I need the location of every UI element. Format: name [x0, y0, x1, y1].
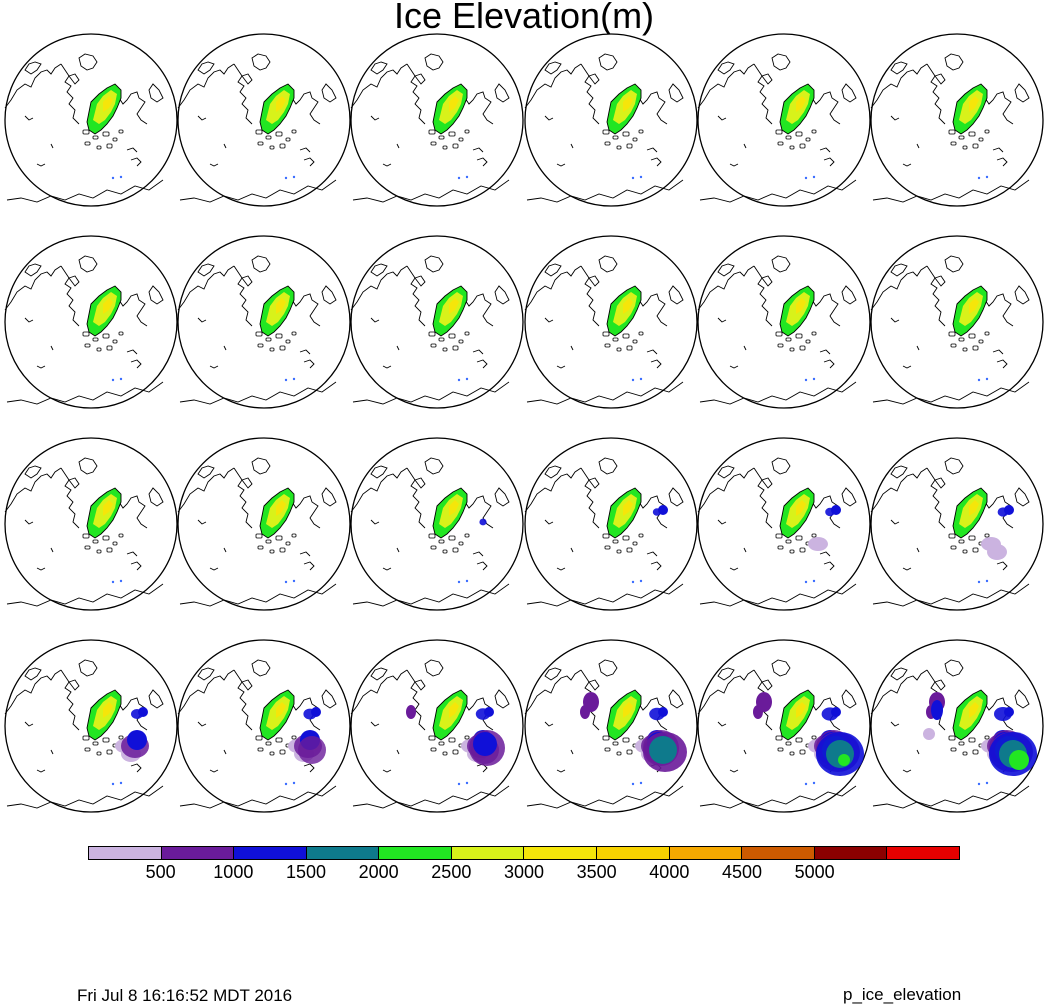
- colorbar-tick-label: 5000: [794, 862, 835, 882]
- colorbar-tick-label: 500: [145, 862, 176, 882]
- colorbar-swatch: [742, 847, 815, 859]
- colorbar-swatch: [524, 847, 598, 859]
- footer-plot-name: p_ice_elevation: [843, 985, 962, 1004]
- colorbar-swatch: [306, 847, 380, 859]
- polar-map: [870, 33, 1044, 207]
- polar-map: [177, 639, 351, 813]
- polar-map: [697, 235, 871, 409]
- colorbar-swatch: [161, 847, 235, 859]
- polar-map: [524, 639, 698, 813]
- colorbar-tick-label: 4000: [649, 862, 690, 882]
- polar-map: [524, 33, 698, 207]
- polar-map: [4, 235, 178, 409]
- colorbar-tick-label: 4500: [721, 862, 763, 882]
- polar-map: [4, 437, 178, 611]
- polar-map: [177, 33, 351, 207]
- colorbar-swatch: [379, 847, 452, 859]
- polar-map: [350, 639, 524, 813]
- colorbar-tick-label: 1000: [213, 862, 254, 882]
- polar-map: [870, 235, 1044, 409]
- polar-map: [870, 437, 1044, 611]
- polar-map: [697, 437, 871, 611]
- polar-map: [350, 235, 524, 409]
- colorbar-tick-label: 2500: [431, 862, 472, 882]
- colorbar-tick-label: 1500: [285, 862, 327, 882]
- colorbar: [88, 846, 960, 860]
- colorbar-tick-label: 3500: [576, 862, 617, 882]
- colorbar-swatch: [887, 847, 959, 859]
- polar-map: [4, 33, 178, 207]
- polar-map: [350, 437, 524, 611]
- colorbar-swatch: [814, 847, 888, 859]
- polar-map: [177, 437, 351, 611]
- colorbar-swatch: [451, 847, 525, 859]
- colorbar-tick-label: 3000: [503, 862, 545, 882]
- colorbar-swatch: [89, 847, 162, 859]
- polar-map: [177, 235, 351, 409]
- polar-map: [870, 639, 1044, 813]
- colorbar-swatch: [669, 847, 743, 859]
- colorbar-swatch: [234, 847, 307, 859]
- polar-map: [697, 33, 871, 207]
- plot-title: Ice Elevation(m): [393, 0, 655, 36]
- footer-timestamp: Fri Jul 8 16:16:52 MDT 2016: [77, 986, 293, 1005]
- polar-map: [524, 235, 698, 409]
- polar-map: [4, 639, 178, 813]
- colorbar-tick-label: 2000: [358, 862, 399, 882]
- polar-map: [350, 33, 524, 207]
- polar-map: [697, 639, 871, 813]
- polar-map: [524, 437, 698, 611]
- colorbar-swatch: [597, 847, 670, 859]
